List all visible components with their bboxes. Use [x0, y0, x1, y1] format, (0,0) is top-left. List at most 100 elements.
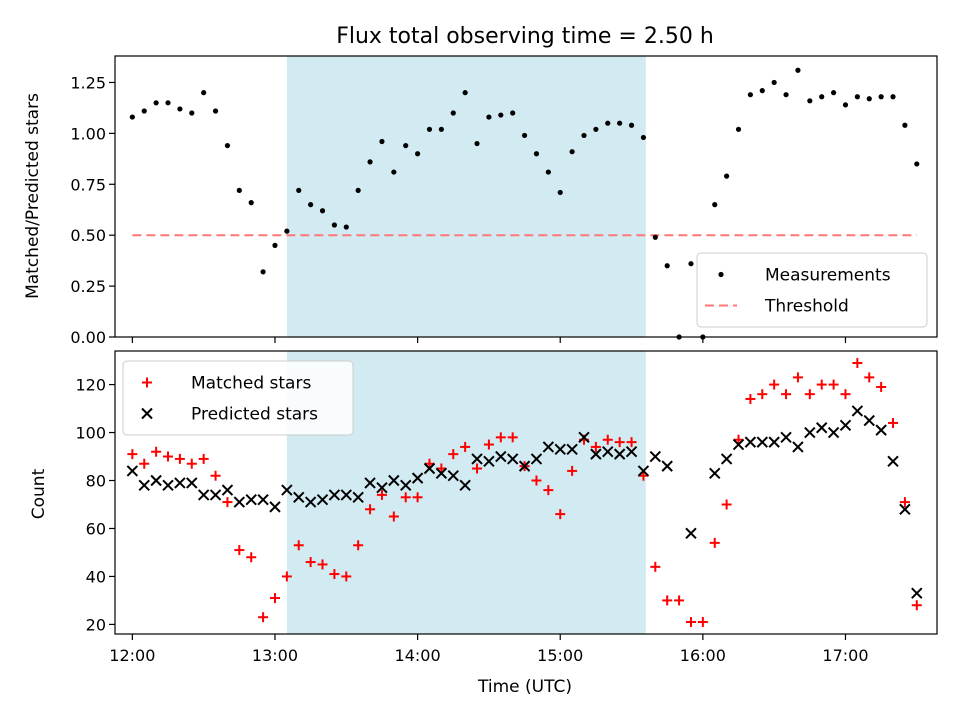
predicted-stars-point: [875, 424, 887, 436]
predicted-marker-b: [126, 465, 139, 477]
predicted-stars-point: [293, 491, 305, 504]
predicted-stars-point: [186, 477, 198, 489]
count-x-tick-label: 16:00: [680, 646, 726, 665]
matched-stars-point: [899, 497, 910, 508]
predicted-marker-b: [328, 489, 341, 501]
predicted-marker-b: [506, 453, 519, 465]
measurement-point: [355, 187, 361, 193]
predicted-marker-b: [875, 424, 887, 436]
ratio-legend: Measurements Threshold: [696, 252, 928, 328]
measurement-point: [510, 110, 516, 116]
predicted-stars-point: [827, 426, 840, 439]
legend-box: [696, 252, 928, 328]
measurement-point: [379, 138, 385, 145]
predicted-stars-point: [364, 477, 376, 489]
predicted-stars-point: [899, 503, 911, 515]
count-y-tick-label: 80: [86, 472, 106, 491]
matched-stars-point: [864, 372, 875, 383]
predicted-marker-b: [780, 431, 792, 444]
matched-stars-point: [828, 379, 839, 390]
predicted-marker-b: [518, 460, 531, 472]
matched-stars-point: [436, 463, 447, 474]
matched-stars-point: [365, 504, 376, 515]
predicted-marker-b: [720, 453, 733, 465]
predicted-stars-point: [304, 496, 317, 508]
ratio-y-tick-label: 0.75: [70, 175, 106, 194]
matched-stars-point: [281, 571, 292, 582]
legend-label: Predicted stars: [191, 405, 318, 425]
measurement-point: [331, 222, 338, 228]
matched-stars-point: [388, 511, 399, 522]
predicted-stars-point: [197, 489, 210, 501]
measurement-point: [545, 169, 551, 175]
measurement-point: [450, 110, 456, 116]
count-x-tick-label: 14:00: [395, 646, 441, 665]
matched-stars-point: [460, 441, 471, 452]
matched-stars-point: [151, 446, 162, 457]
predicted-marker-b: [637, 465, 650, 477]
predicted-stars-point: [340, 489, 352, 501]
legend-box: [122, 360, 354, 436]
measurement-point: [724, 173, 730, 179]
measurement-point: [319, 208, 326, 214]
count-x-tick-label: 13:00: [252, 646, 298, 665]
measurement-point: [367, 159, 373, 165]
ratio-observing-span: [286, 56, 646, 337]
measurement-point: [771, 79, 777, 86]
matched-stars-point: [543, 485, 554, 496]
predicted-marker-b: [816, 422, 828, 434]
predicted-marker-b: [590, 448, 602, 460]
matched-stars-point: [685, 617, 696, 628]
matched-stars-point: [222, 497, 233, 508]
predicted-stars-point: [649, 450, 662, 463]
predicted-marker-b: [423, 462, 436, 475]
measurement-point: [486, 114, 492, 120]
legend-label: Matched stars: [191, 374, 311, 394]
measurement-point: [296, 187, 302, 193]
measurement-point: [807, 98, 813, 104]
matched-stars-point: [424, 458, 435, 469]
measurement-point: [129, 114, 135, 120]
predicted-marker-b: [851, 405, 864, 417]
ratio-y-tick-label: 0.00: [70, 328, 106, 347]
predicted-marker-b: [530, 453, 543, 465]
predicted-stars-point: [732, 438, 745, 451]
measurement-point: [260, 269, 266, 275]
matched-stars-point: [210, 470, 221, 481]
measurement-point: [308, 202, 314, 208]
measurement-point: [617, 120, 623, 126]
predicted-marker-b: [554, 443, 566, 456]
predicted-marker-b: [602, 446, 614, 458]
predicted-stars-point: [459, 479, 471, 492]
matched-stars-point: [400, 492, 411, 503]
predicted-marker-b: [304, 496, 317, 508]
predicted-stars-point: [435, 467, 448, 480]
predicted-stars-point: [780, 431, 792, 444]
predicted-marker-b: [459, 479, 471, 492]
count-x-tick-label: 15:00: [537, 646, 583, 665]
measurement-point: [403, 142, 409, 149]
measurement-point: [605, 120, 611, 126]
matched-stars-point: [258, 612, 269, 623]
predicted-stars-point: [471, 453, 483, 465]
predicted-marker-b: [685, 527, 697, 539]
ratio-panel: 0.00 0.25 0.50 0.75 1.00 1.25 Measurements Thre…: [70, 55, 938, 347]
matched-stars-point: [139, 458, 150, 469]
predicted-marker-b: [863, 414, 875, 427]
predicted-stars-point: [518, 460, 531, 472]
predicted-stars-point: [352, 491, 364, 504]
matched-stars-point: [614, 437, 625, 448]
matched-stars-point: [888, 417, 899, 428]
predicted-stars-point: [138, 479, 150, 492]
measurement-point: [783, 92, 789, 98]
predicted-marker-b: [578, 431, 590, 444]
matched-stars-point: [234, 545, 245, 556]
matched-stars-point: [472, 463, 483, 474]
predicted-marker-b: [316, 493, 329, 506]
matched-stars-point: [127, 449, 138, 460]
measurement-point: [842, 102, 849, 108]
predicted-stars-point: [209, 489, 222, 501]
predicted-stars-point: [804, 426, 816, 439]
matched-stars-point: [709, 537, 720, 548]
predicted-marker-b: [364, 477, 376, 489]
